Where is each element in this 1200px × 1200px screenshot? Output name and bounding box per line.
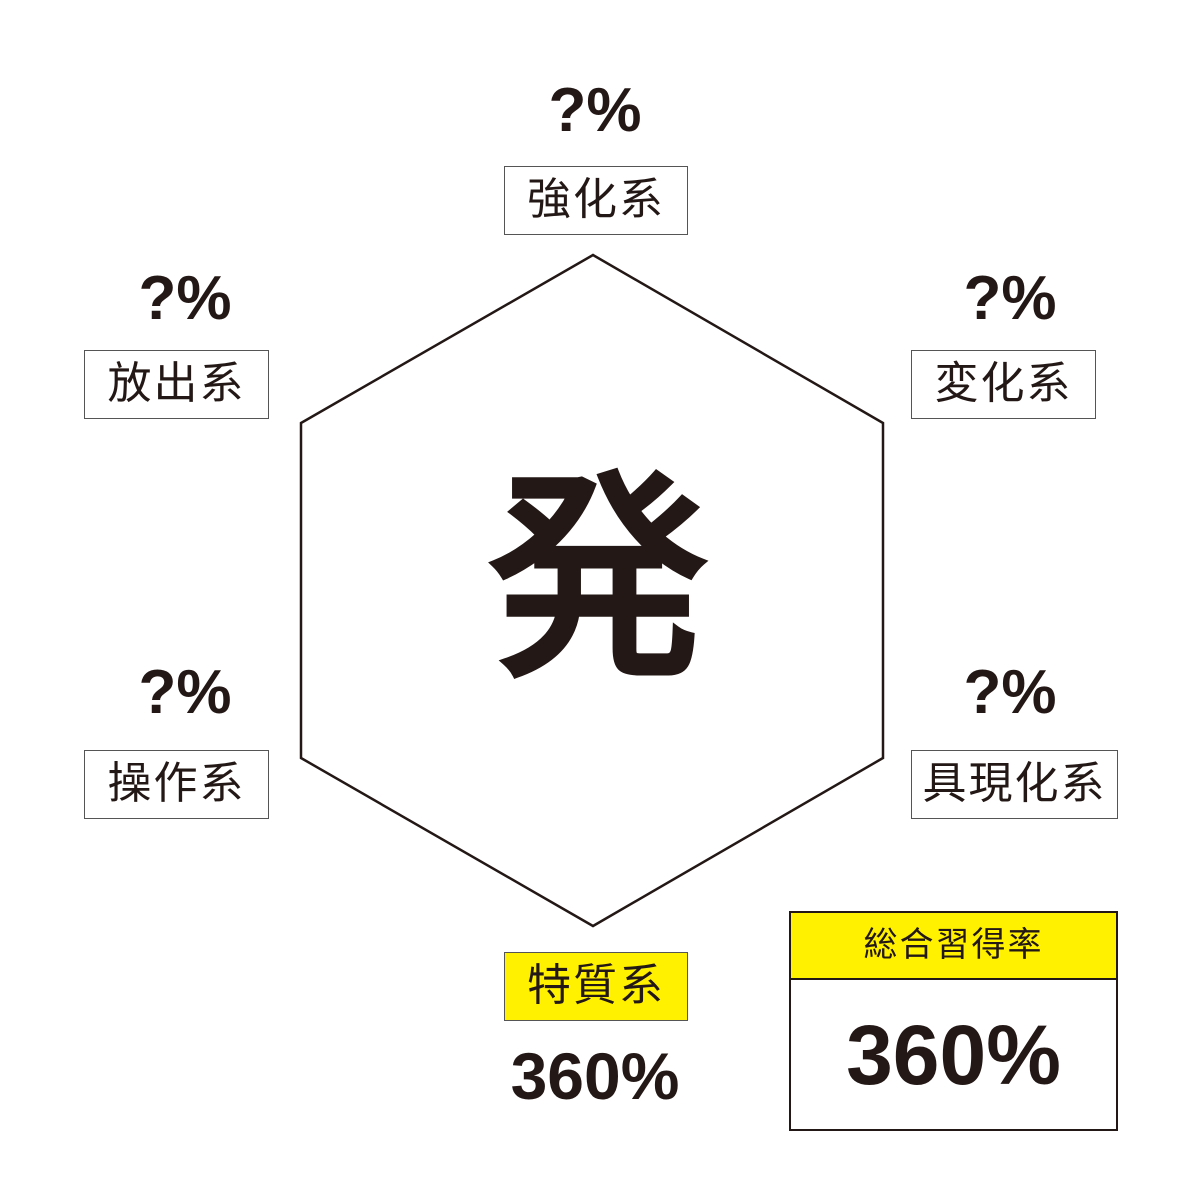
- total-mastery-box: 総合習得率 360%: [789, 911, 1118, 1131]
- total-mastery-value: 360%: [846, 1008, 1061, 1102]
- total-mastery-label: 総合習得率: [791, 913, 1116, 980]
- conjuration-percent: ?%: [963, 658, 1057, 727]
- center-character: 発: [487, 452, 708, 708]
- enhancement-percent: ?%: [548, 76, 642, 145]
- transmutation-percent: ?%: [963, 264, 1057, 333]
- manipulation-label: 操作系: [84, 750, 269, 819]
- enhancement-label: 強化系: [504, 166, 688, 235]
- conjuration-label: 具現化系: [911, 750, 1118, 819]
- transmutation-label: 変化系: [911, 350, 1096, 419]
- emission-label: 放出系: [84, 350, 269, 419]
- emission-percent: ?%: [138, 264, 232, 333]
- specialization-percent: 360%: [510, 1039, 680, 1113]
- specialization-label: 特質系: [504, 952, 688, 1021]
- manipulation-percent: ?%: [138, 658, 232, 727]
